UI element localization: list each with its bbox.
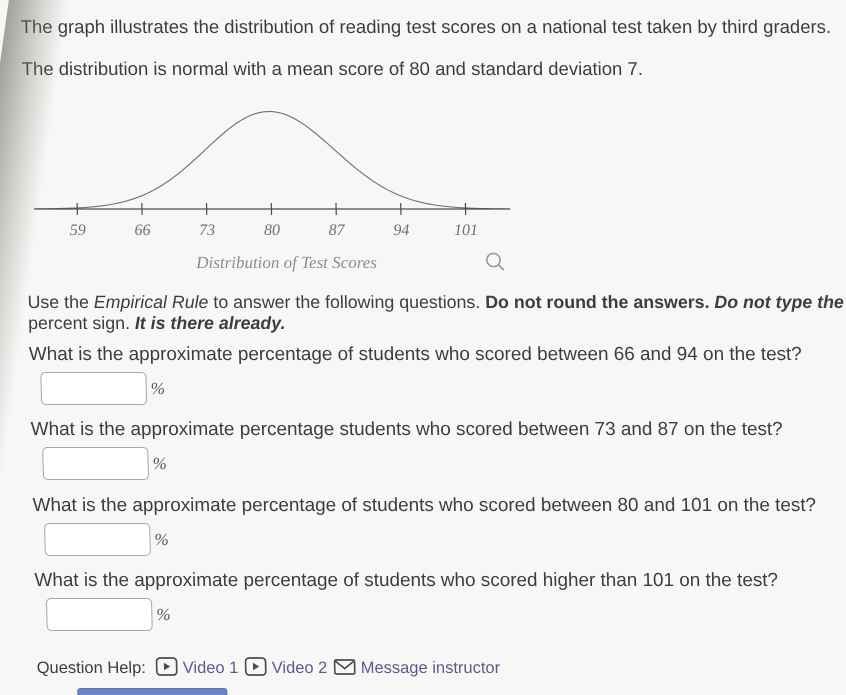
svg-text:87: 87: [328, 222, 345, 239]
svg-text:94: 94: [393, 222, 409, 239]
svg-text:80: 80: [264, 222, 280, 239]
svg-text:59: 59: [70, 222, 86, 239]
svg-text:73: 73: [199, 222, 215, 239]
svg-text:101: 101: [454, 222, 478, 239]
svg-text:66: 66: [134, 222, 150, 239]
